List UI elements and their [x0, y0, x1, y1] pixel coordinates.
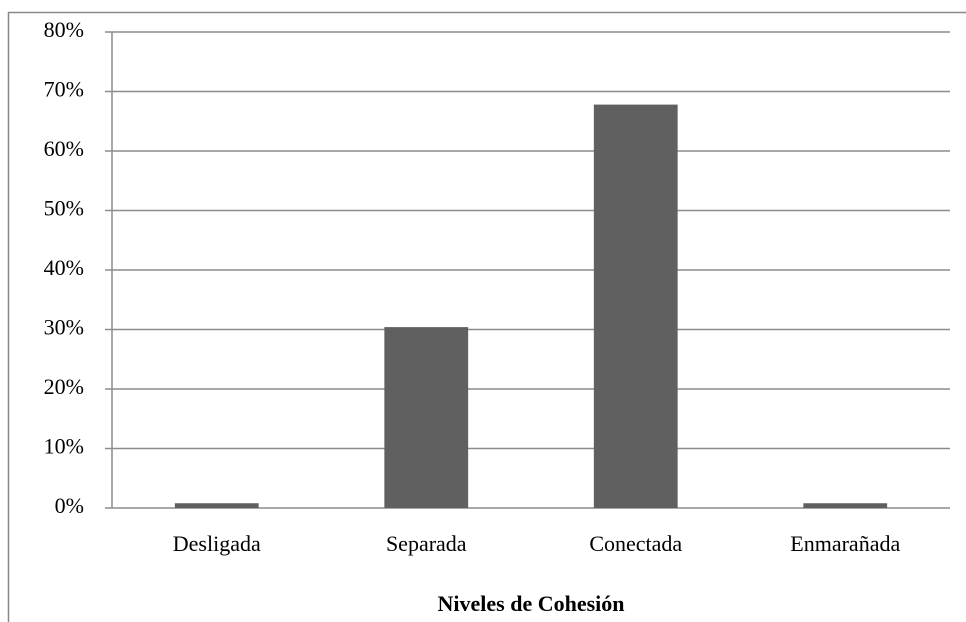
bar: [384, 327, 469, 508]
y-tick-label: 60%: [44, 136, 84, 161]
y-tick-label: 10%: [44, 434, 84, 459]
y-tick-label: 80%: [44, 17, 84, 42]
y-tick-label: 70%: [44, 77, 84, 102]
bar: [803, 503, 888, 508]
bar: [593, 104, 678, 508]
y-tick-label: 50%: [44, 196, 84, 221]
x-tick-label: Separada: [386, 531, 467, 556]
y-tick-label: 0%: [55, 493, 84, 518]
x-axis-title: Niveles de Cohesión: [438, 591, 625, 616]
x-tick-label: Enmarañada: [790, 531, 900, 556]
bar: [174, 503, 259, 508]
x-tick-label: Desligada: [173, 531, 261, 556]
x-tick-label: Conectada: [589, 531, 682, 556]
y-tick-label: 30%: [44, 315, 84, 340]
y-tick-label: 40%: [44, 255, 84, 280]
y-tick-label: 20%: [44, 374, 84, 399]
